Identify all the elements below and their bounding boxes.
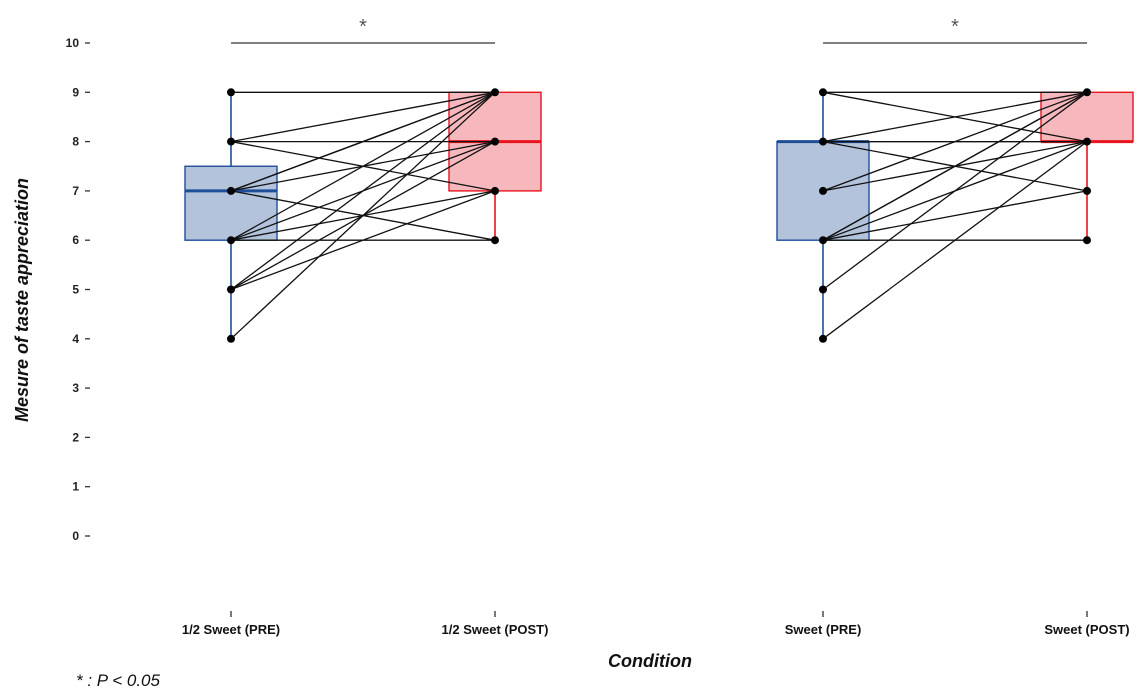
y-tick-label: 0 [72, 529, 79, 543]
y-tick-label: 9 [72, 85, 79, 99]
y-tick-label: 1 [72, 480, 79, 494]
data-point [1083, 137, 1091, 146]
boxes [184, 91, 1134, 339]
y-axis-title: Mesure of taste appreciation [12, 178, 32, 422]
y-tick-label: 5 [72, 283, 79, 297]
paired-line [230, 91, 496, 291]
paired-line [822, 91, 1088, 143]
y-tick-label: 7 [72, 184, 79, 198]
paired-line [230, 190, 496, 291]
y-tick-label: 3 [72, 381, 79, 395]
data-point [819, 186, 827, 195]
data-point [227, 88, 235, 97]
paired-lines [230, 91, 1088, 340]
data-point [491, 236, 499, 245]
x-tick-label: Sweet (POST) [1044, 622, 1129, 637]
y-tick-label: 4 [72, 332, 79, 346]
paired-line [230, 91, 496, 192]
data-point [819, 137, 827, 146]
data-point [227, 137, 235, 146]
data-point [491, 186, 499, 195]
data-point [819, 334, 827, 343]
significance-label: * [359, 16, 367, 38]
x-tick-label: Sweet (PRE) [785, 622, 862, 637]
y-axis: 0 1 2 3 4 5 6 7 8 9 10 [66, 36, 90, 543]
x-tick-label: 1/2 Sweet (PRE) [182, 622, 280, 637]
data-point [227, 236, 235, 245]
data-point [227, 285, 235, 294]
paired-line [822, 91, 1088, 241]
y-tick-label: 10 [66, 36, 80, 50]
y-tick-label: 2 [72, 430, 79, 444]
y-tick-label: 6 [72, 233, 79, 247]
data-point [1083, 236, 1091, 245]
data-point [491, 88, 499, 97]
data-points [227, 88, 1091, 343]
x-axis: 1/2 Sweet (PRE) 1/2 Sweet (POST) Sweet (PR… [182, 611, 1130, 637]
footnote: * : P < 0.05 [76, 671, 160, 690]
data-point [491, 137, 499, 146]
significance-brackets: * * [231, 16, 1087, 44]
paired-line [822, 190, 1088, 241]
paired-line [230, 91, 496, 143]
paired-line [230, 91, 496, 241]
data-point [819, 285, 827, 294]
paired-line [822, 91, 1088, 192]
x-tick-label: 1/2 Sweet (POST) [442, 622, 549, 637]
data-point [227, 334, 235, 343]
data-point [819, 88, 827, 97]
x-axis-title: Condition [608, 651, 692, 671]
data-point [819, 236, 827, 245]
paired-line [822, 91, 1088, 291]
y-tick-label: 8 [72, 135, 79, 149]
data-point [1083, 186, 1091, 195]
data-point [1083, 88, 1091, 97]
significance-label: * [951, 16, 959, 38]
paired-line [822, 141, 1088, 340]
data-point [227, 186, 235, 195]
paired-line [230, 91, 496, 340]
box [184, 165, 278, 241]
